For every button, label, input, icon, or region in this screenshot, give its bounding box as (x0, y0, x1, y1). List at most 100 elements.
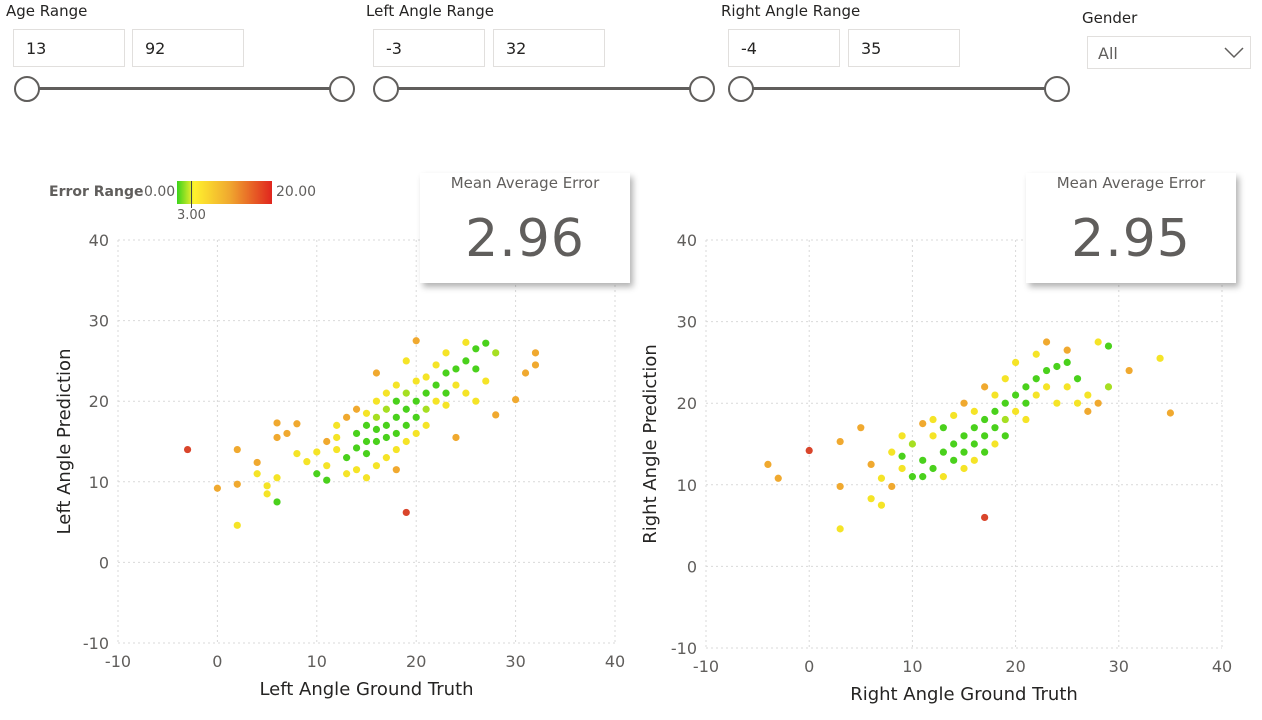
left-scatter-point[interactable] (333, 445, 341, 454)
right-scatter-point[interactable] (939, 424, 947, 432)
right-scatter-point[interactable] (960, 448, 968, 456)
right-scatter-point[interactable] (774, 474, 782, 482)
right-scatter-point[interactable] (1012, 358, 1020, 366)
right-scatter-point[interactable] (1001, 375, 1009, 383)
right-scatter-point[interactable] (805, 446, 813, 455)
left-scatter-point[interactable] (263, 490, 271, 498)
left-scatter-point[interactable] (382, 389, 390, 397)
right-scatter-point[interactable] (898, 432, 906, 440)
right-scatter-point[interactable] (836, 437, 844, 446)
right-scatter-point[interactable] (919, 456, 927, 464)
age-min-input[interactable]: 13 (13, 29, 125, 67)
right-scatter-point[interactable] (950, 456, 958, 464)
left-scatter-point[interactable] (412, 413, 420, 421)
age-max-input[interactable]: 92 (132, 29, 244, 67)
right-scatter-point[interactable] (836, 525, 844, 533)
right-angle-max-input[interactable]: 35 (848, 29, 960, 67)
right-scatter-point[interactable] (1073, 399, 1082, 407)
left-scatter-point[interactable] (313, 448, 321, 456)
left-scatter-point[interactable] (422, 373, 430, 381)
right-scatter-point[interactable] (929, 432, 937, 440)
right-scatter-point[interactable] (898, 452, 906, 460)
left-angle-slider-track[interactable] (385, 87, 701, 90)
left-scatter-point[interactable] (213, 484, 221, 492)
left-scatter-point[interactable] (412, 429, 420, 438)
left-scatter-point[interactable] (412, 377, 420, 385)
right-scatter-point[interactable] (1125, 366, 1133, 375)
left-scatter-point[interactable] (412, 397, 420, 405)
left-scatter-point[interactable] (362, 437, 371, 446)
left-scatter-point[interactable] (343, 454, 351, 462)
left-scatter-point[interactable] (372, 413, 381, 421)
right-scatter-point[interactable] (1053, 362, 1061, 371)
left-scatter-point[interactable] (402, 357, 410, 365)
left-scatter-point[interactable] (472, 365, 480, 373)
left-scatter-point[interactable] (362, 474, 371, 482)
right-scatter-point[interactable] (1073, 375, 1082, 383)
left-scatter-point[interactable] (462, 357, 470, 365)
left-scatter-point[interactable] (462, 389, 470, 397)
left-scatter-point[interactable] (233, 445, 241, 454)
age-slider-max-handle[interactable] (329, 76, 355, 102)
left-scatter-point[interactable] (323, 476, 331, 484)
left-scatter-point[interactable] (402, 437, 410, 446)
right-scatter-point[interactable] (1042, 338, 1051, 346)
left-scatter-point[interactable] (372, 437, 381, 446)
right-scatter-point[interactable] (939, 448, 947, 456)
right-scatter-point[interactable] (929, 464, 937, 473)
left-scatter-point[interactable] (382, 454, 390, 462)
right-scatter-point[interactable] (970, 407, 978, 415)
left-scatter-point[interactable] (372, 462, 381, 470)
right-scatter-point[interactable] (888, 448, 896, 456)
left-scatter-point[interactable] (372, 397, 381, 405)
right-scatter-point[interactable] (898, 464, 906, 473)
left-scatter-point[interactable] (492, 349, 500, 357)
left-scatter-point[interactable] (492, 411, 500, 419)
left-scatter-point[interactable] (521, 369, 530, 377)
left-scatter-point[interactable] (253, 470, 261, 478)
left-scatter-point[interactable] (273, 433, 281, 442)
left-scatter-point[interactable] (352, 444, 361, 452)
left-scatter-point[interactable] (531, 349, 540, 357)
right-scatter-point[interactable] (1084, 391, 1092, 399)
left-scatter-point[interactable] (303, 458, 311, 466)
age-slider-track[interactable] (25, 87, 341, 90)
left-scatter-point[interactable] (422, 389, 430, 397)
right-scatter-point[interactable] (1042, 383, 1051, 391)
right-scatter-point[interactable] (970, 456, 978, 464)
right-scatter-point[interactable] (1012, 407, 1020, 415)
left-scatter-point[interactable] (472, 397, 480, 405)
left-scatter-point[interactable] (442, 401, 450, 409)
left-scatter-point[interactable] (362, 449, 371, 458)
right-scatter-point[interactable] (1032, 375, 1040, 383)
right-scatter-point[interactable] (1063, 383, 1071, 391)
right-scatter-point[interactable] (1032, 350, 1040, 358)
left-scatter-point[interactable] (382, 405, 390, 413)
left-scatter-point[interactable] (482, 339, 490, 347)
right-scatter-point[interactable] (836, 482, 844, 491)
right-scatter-point[interactable] (1022, 383, 1030, 391)
left-angle-slider-max-handle[interactable] (689, 76, 715, 102)
left-scatter-point[interactable] (362, 421, 371, 429)
right-scatter-point[interactable] (1053, 399, 1061, 407)
left-scatter-point[interactable] (392, 397, 400, 405)
right-scatter-point[interactable] (939, 473, 947, 481)
right-scatter-point[interactable] (1084, 407, 1092, 415)
left-angle-max-input[interactable]: 32 (493, 29, 605, 67)
left-scatter-point[interactable] (343, 470, 351, 478)
left-scatter-point[interactable] (323, 437, 331, 446)
left-scatter-point[interactable] (452, 433, 460, 442)
left-scatter-point[interactable] (293, 420, 301, 428)
left-scatter-point[interactable] (442, 369, 450, 377)
left-scatter-point[interactable] (382, 421, 390, 429)
left-scatter-point[interactable] (432, 397, 440, 405)
right-scatter-point[interactable] (981, 383, 989, 391)
right-scatter-point[interactable] (877, 501, 886, 509)
right-scatter-point[interactable] (1063, 346, 1071, 354)
right-scatter-point[interactable] (981, 448, 989, 456)
right-scatter-point[interactable] (888, 482, 896, 491)
left-scatter-point[interactable] (233, 480, 241, 488)
right-angle-slider-track[interactable] (740, 87, 1056, 90)
left-scatter-point[interactable] (352, 405, 361, 413)
left-scatter-point[interactable] (452, 365, 460, 373)
